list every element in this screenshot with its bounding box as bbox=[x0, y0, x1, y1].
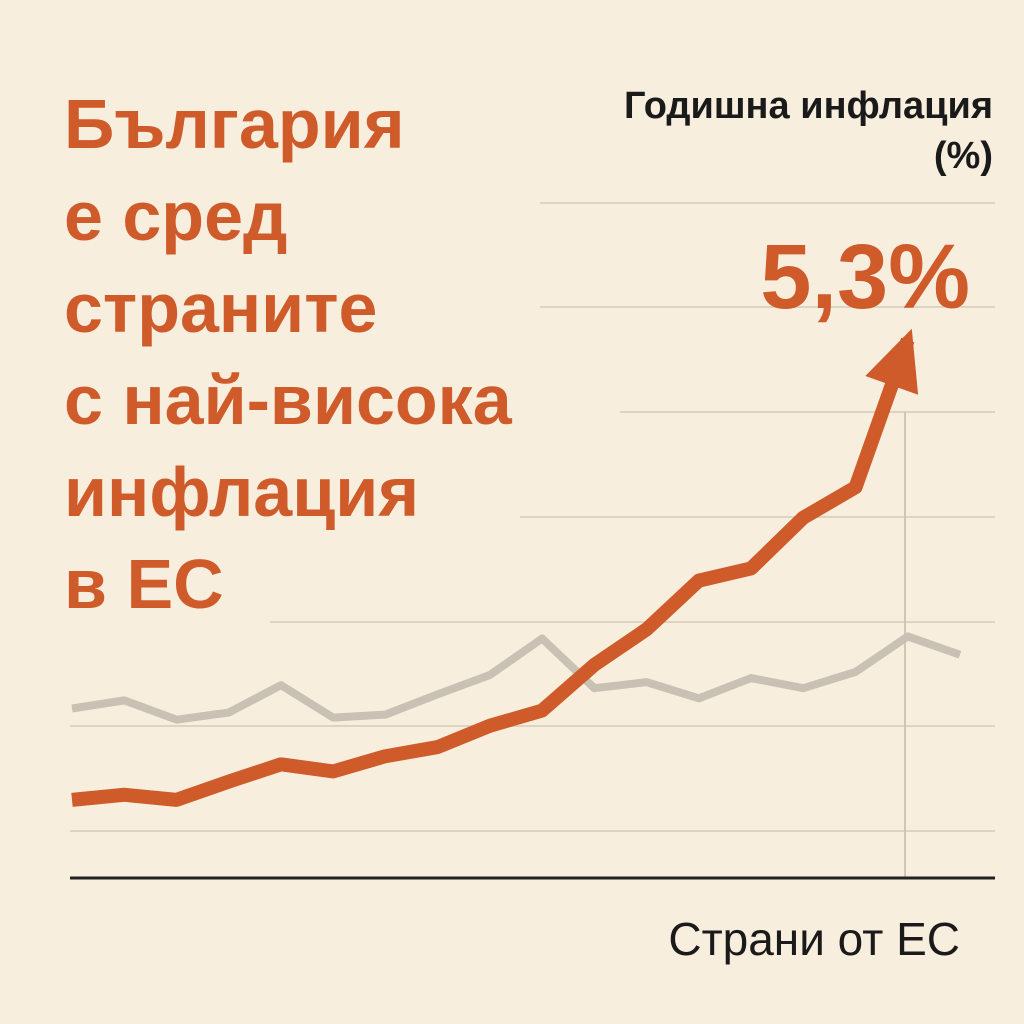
y-axis-label: (%) bbox=[934, 135, 993, 177]
title: България е сред страните с най-висока инфлац… bbox=[64, 85, 513, 623]
title-line: в ЕС bbox=[64, 545, 224, 623]
series bbox=[71, 632, 962, 724]
title-line: е сред bbox=[64, 177, 287, 255]
series bbox=[71, 328, 919, 807]
title-line: България bbox=[64, 85, 405, 163]
line bbox=[71, 337, 915, 807]
y-axis-label: Годишна инфлация bbox=[624, 85, 993, 127]
x-axis-label: Страни от ЕС bbox=[668, 913, 960, 965]
annotation: 5,3% bbox=[760, 226, 970, 328]
title-line: с най-висока bbox=[64, 361, 513, 439]
title-line: инфлация bbox=[64, 453, 419, 531]
grid bbox=[70, 202, 995, 878]
arrow-head bbox=[865, 328, 919, 395]
title-line: страните bbox=[64, 269, 377, 347]
line bbox=[71, 632, 962, 724]
